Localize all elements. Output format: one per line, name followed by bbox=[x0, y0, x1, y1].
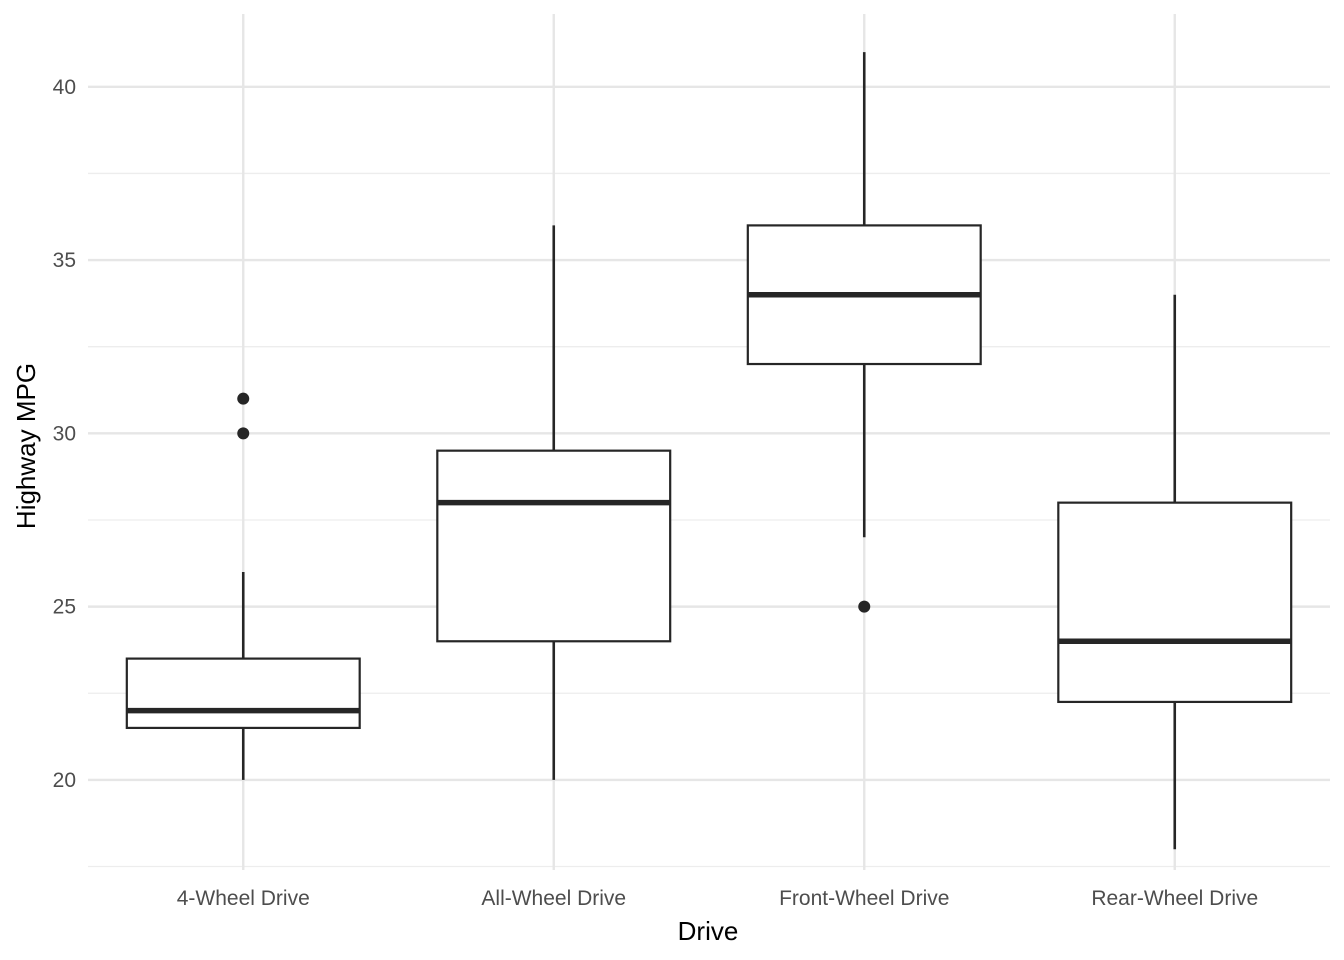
x-tick-label: 4-Wheel Drive bbox=[177, 887, 310, 910]
box-iqr bbox=[125, 657, 361, 730]
x-tick-label: All-Wheel Drive bbox=[481, 887, 626, 910]
y-tick-label: 25 bbox=[53, 596, 76, 619]
y-tick-label: 35 bbox=[53, 249, 76, 272]
y-axis-title: Highway MPG bbox=[11, 363, 41, 529]
y-tick-labels: 20 25 30 35 40 bbox=[53, 76, 76, 792]
box-group bbox=[1057, 294, 1293, 850]
x-axis-title: Drive bbox=[678, 916, 739, 946]
major-gridlines bbox=[88, 14, 1330, 870]
x-tick-labels: 4-Wheel Drive All-Wheel Drive Front-Wheel … bbox=[177, 887, 1258, 910]
boxes-layer bbox=[125, 52, 1293, 850]
box-group bbox=[746, 52, 982, 613]
box-iqr bbox=[436, 449, 672, 643]
outlier-point bbox=[237, 392, 250, 405]
box-iqr bbox=[1057, 501, 1293, 704]
y-tick-label: 40 bbox=[53, 76, 76, 99]
outlier-point bbox=[237, 427, 250, 440]
box-group bbox=[436, 225, 672, 780]
box-group bbox=[125, 392, 361, 780]
y-tick-label: 30 bbox=[53, 422, 76, 445]
x-tick-label: Front-Wheel Drive bbox=[779, 887, 949, 910]
outlier-point bbox=[858, 600, 871, 613]
x-tick-label: Rear-Wheel Drive bbox=[1091, 887, 1258, 910]
y-tick-label: 20 bbox=[53, 769, 76, 792]
